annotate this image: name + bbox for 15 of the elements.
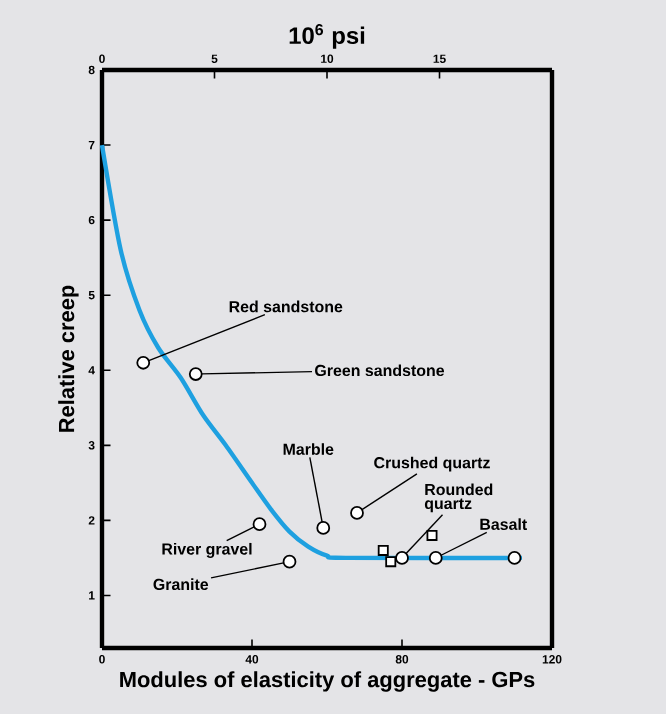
point (377, 544, 389, 556)
point (385, 556, 397, 568)
x-axis-title: Modules of elasticity of aggregate - GPs (120, 671, 535, 692)
point (507, 551, 522, 565)
point (316, 521, 331, 535)
x2-axis-title: 10$^{6}$ psi (289, 24, 365, 49)
point (350, 506, 364, 520)
point (426, 529, 438, 541)
point (428, 551, 443, 565)
point (252, 517, 267, 532)
point (282, 554, 297, 569)
point (188, 367, 203, 381)
point (136, 355, 151, 370)
y-axis-title: Relative creep (58, 285, 79, 432)
point (395, 551, 409, 565)
